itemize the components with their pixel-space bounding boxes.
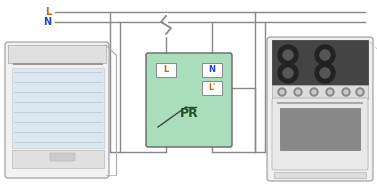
Circle shape [356, 88, 364, 96]
Bar [156, 63, 176, 77]
FancyBboxPatch shape [5, 42, 109, 178]
Text: N: N [43, 17, 51, 27]
Circle shape [358, 90, 362, 94]
FancyBboxPatch shape [272, 98, 368, 170]
Bar [274, 172, 366, 178]
Circle shape [278, 45, 298, 65]
Circle shape [283, 68, 293, 78]
Circle shape [320, 68, 330, 78]
FancyBboxPatch shape [146, 53, 232, 147]
Circle shape [326, 88, 334, 96]
Bar [272, 85, 368, 99]
Text: N: N [208, 65, 216, 74]
Circle shape [315, 63, 335, 83]
FancyBboxPatch shape [267, 37, 373, 181]
Circle shape [320, 50, 330, 60]
Circle shape [278, 88, 286, 96]
Bar [8, 45, 106, 63]
Bar [12, 68, 104, 148]
Bar [50, 153, 75, 161]
Circle shape [342, 88, 350, 96]
Text: L: L [45, 7, 51, 17]
Circle shape [310, 88, 318, 96]
Circle shape [283, 50, 293, 60]
Circle shape [315, 45, 335, 65]
Circle shape [294, 88, 302, 96]
Text: L: L [163, 65, 169, 74]
Text: L': L' [208, 83, 216, 92]
Circle shape [312, 90, 316, 94]
Bar [12, 150, 104, 168]
Circle shape [328, 90, 332, 94]
Bar [202, 63, 222, 77]
Bar [272, 40, 368, 85]
Bar [280, 108, 360, 150]
Circle shape [296, 90, 300, 94]
Bar [202, 81, 222, 95]
Text: PR: PR [179, 107, 198, 120]
Circle shape [280, 90, 284, 94]
Circle shape [344, 90, 348, 94]
Circle shape [278, 63, 298, 83]
